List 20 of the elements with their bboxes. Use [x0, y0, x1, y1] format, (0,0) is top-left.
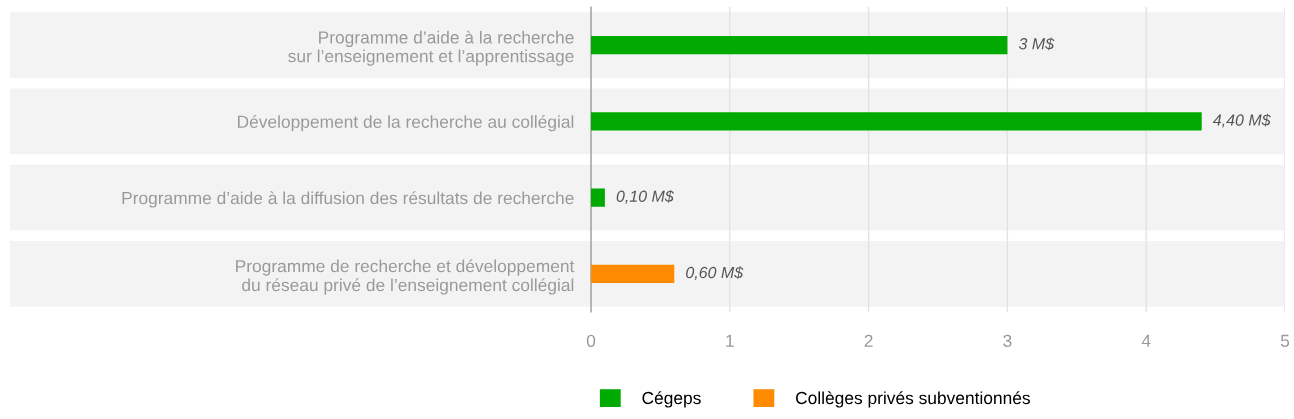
data-label: 3 M$: [1018, 37, 1055, 51]
data-label: 4,40 M$: [1212, 113, 1271, 128]
data-label: 0,60 M$: [686, 266, 744, 281]
legend-label: Cégeps: [642, 391, 701, 408]
data-label: 0,10 M$: [616, 189, 674, 204]
bar: [591, 264, 675, 284]
y-tick-label: Développement de la recherche au collégial: [237, 114, 574, 132]
x-tick-label: 3: [1003, 334, 1012, 347]
bar: [591, 188, 605, 207]
x-tick-label: 5: [1280, 334, 1290, 347]
bar: [591, 35, 1008, 55]
legend-label: Collèges privés subventionnés: [796, 391, 1030, 408]
x-tick-label: 0: [586, 334, 596, 347]
bar: [591, 112, 1202, 131]
x-tick-label: 2: [864, 334, 873, 347]
x-tick-label: 4: [1141, 334, 1151, 347]
y-tick-label: Programme d’aide à la diffusion des résultats de recherche: [122, 191, 574, 208]
y-tick-label: Programme de recherche et développement du réseau privé de l’enseignement collégial: [236, 259, 575, 295]
x-tick-label: 1: [726, 334, 734, 347]
y-tick-label: Programme d’aide à la recherche sur l’enseignement et l’apprentissage: [288, 30, 574, 66]
